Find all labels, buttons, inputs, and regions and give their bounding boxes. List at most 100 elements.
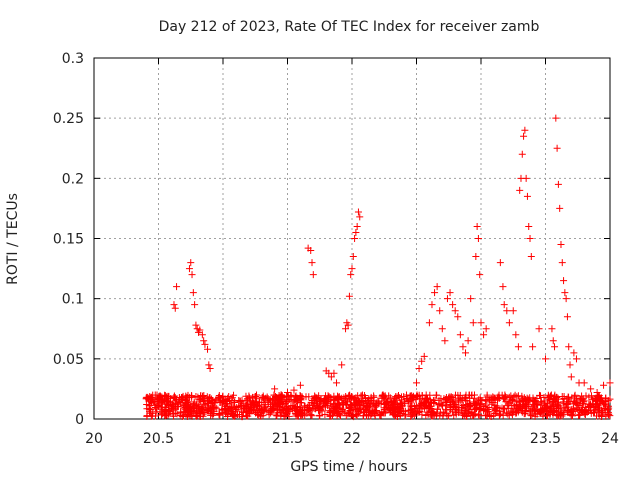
data-point (338, 361, 346, 369)
data-point (254, 410, 262, 418)
data-point (459, 411, 467, 419)
data-point (390, 397, 398, 405)
data-point (348, 265, 356, 273)
data-point (244, 412, 252, 420)
data-point (251, 393, 259, 401)
data-point (544, 394, 552, 402)
data-point (334, 393, 342, 401)
data-point (499, 283, 507, 291)
data-point (188, 271, 196, 279)
data-point (381, 409, 389, 417)
data-point (378, 393, 386, 401)
data-point (246, 407, 254, 415)
data-point (606, 379, 614, 387)
data-point (342, 325, 350, 333)
data-point (146, 408, 154, 416)
data-point (550, 394, 558, 402)
data-point (539, 412, 547, 420)
data-point (183, 402, 191, 410)
data-point (205, 394, 213, 402)
data-point (443, 295, 451, 303)
data-point (523, 399, 531, 407)
data-point (474, 235, 482, 242)
x-tick-label: 21.5 (272, 431, 303, 447)
data-point (362, 403, 370, 411)
data-point (184, 401, 192, 409)
data-point (354, 392, 362, 400)
data-point (347, 271, 355, 279)
data-point (459, 343, 467, 351)
data-point (327, 373, 335, 381)
y-tick-label: 0.3 (62, 51, 84, 67)
data-point (349, 411, 357, 419)
data-point (587, 409, 595, 417)
data-point (549, 395, 557, 403)
data-point (261, 402, 269, 410)
data-point (204, 345, 212, 353)
data-point (236, 397, 244, 405)
data-point (359, 397, 367, 405)
data-point (161, 391, 169, 399)
data-point (531, 398, 539, 406)
data-point (472, 253, 480, 261)
data-point (522, 400, 530, 408)
data-point (270, 404, 278, 412)
data-point (291, 409, 299, 417)
data-point (471, 405, 479, 413)
data-point (327, 395, 335, 403)
data-point (200, 337, 208, 345)
data-point (451, 307, 459, 315)
data-point (222, 408, 230, 416)
data-point (559, 398, 567, 406)
data-point (255, 398, 263, 406)
data-point (449, 301, 457, 309)
data-point (321, 411, 329, 419)
data-point (287, 392, 295, 400)
data-point (513, 401, 521, 409)
x-tick-label: 21 (214, 431, 232, 447)
data-point (505, 411, 513, 419)
data-point (544, 409, 552, 417)
data-point (560, 394, 568, 402)
data-point (522, 174, 530, 182)
data-point (415, 364, 423, 372)
data-point (283, 409, 291, 417)
data-point (554, 401, 562, 409)
data-point (576, 406, 584, 414)
data-point (334, 399, 342, 407)
data-point (509, 307, 517, 315)
data-point (556, 204, 564, 212)
data-point (490, 411, 498, 419)
data-point (198, 331, 206, 339)
data-point (467, 295, 475, 303)
data-point (503, 307, 511, 315)
data-point (483, 411, 491, 419)
data-point (597, 394, 605, 402)
data-point (193, 407, 201, 415)
data-point (496, 259, 504, 267)
data-point (170, 301, 178, 309)
data-point (186, 393, 194, 401)
data-point (459, 410, 467, 418)
data-point (328, 412, 336, 420)
data-point (282, 392, 290, 400)
data-point (469, 319, 477, 327)
data-point (498, 391, 506, 399)
data-point (204, 407, 212, 415)
data-point (265, 411, 273, 419)
data-point (205, 361, 213, 369)
data-point (504, 410, 512, 418)
data-point (413, 379, 420, 387)
data-point (473, 222, 481, 230)
data-point (533, 405, 541, 413)
data-point (244, 396, 252, 404)
data-point (317, 406, 325, 414)
data-point (535, 325, 543, 333)
data-point (216, 394, 224, 402)
data-point (508, 396, 516, 404)
data-point (353, 222, 361, 230)
data-point (542, 355, 549, 363)
data-point (420, 352, 428, 360)
data-point (548, 403, 556, 411)
data-point (476, 271, 484, 279)
